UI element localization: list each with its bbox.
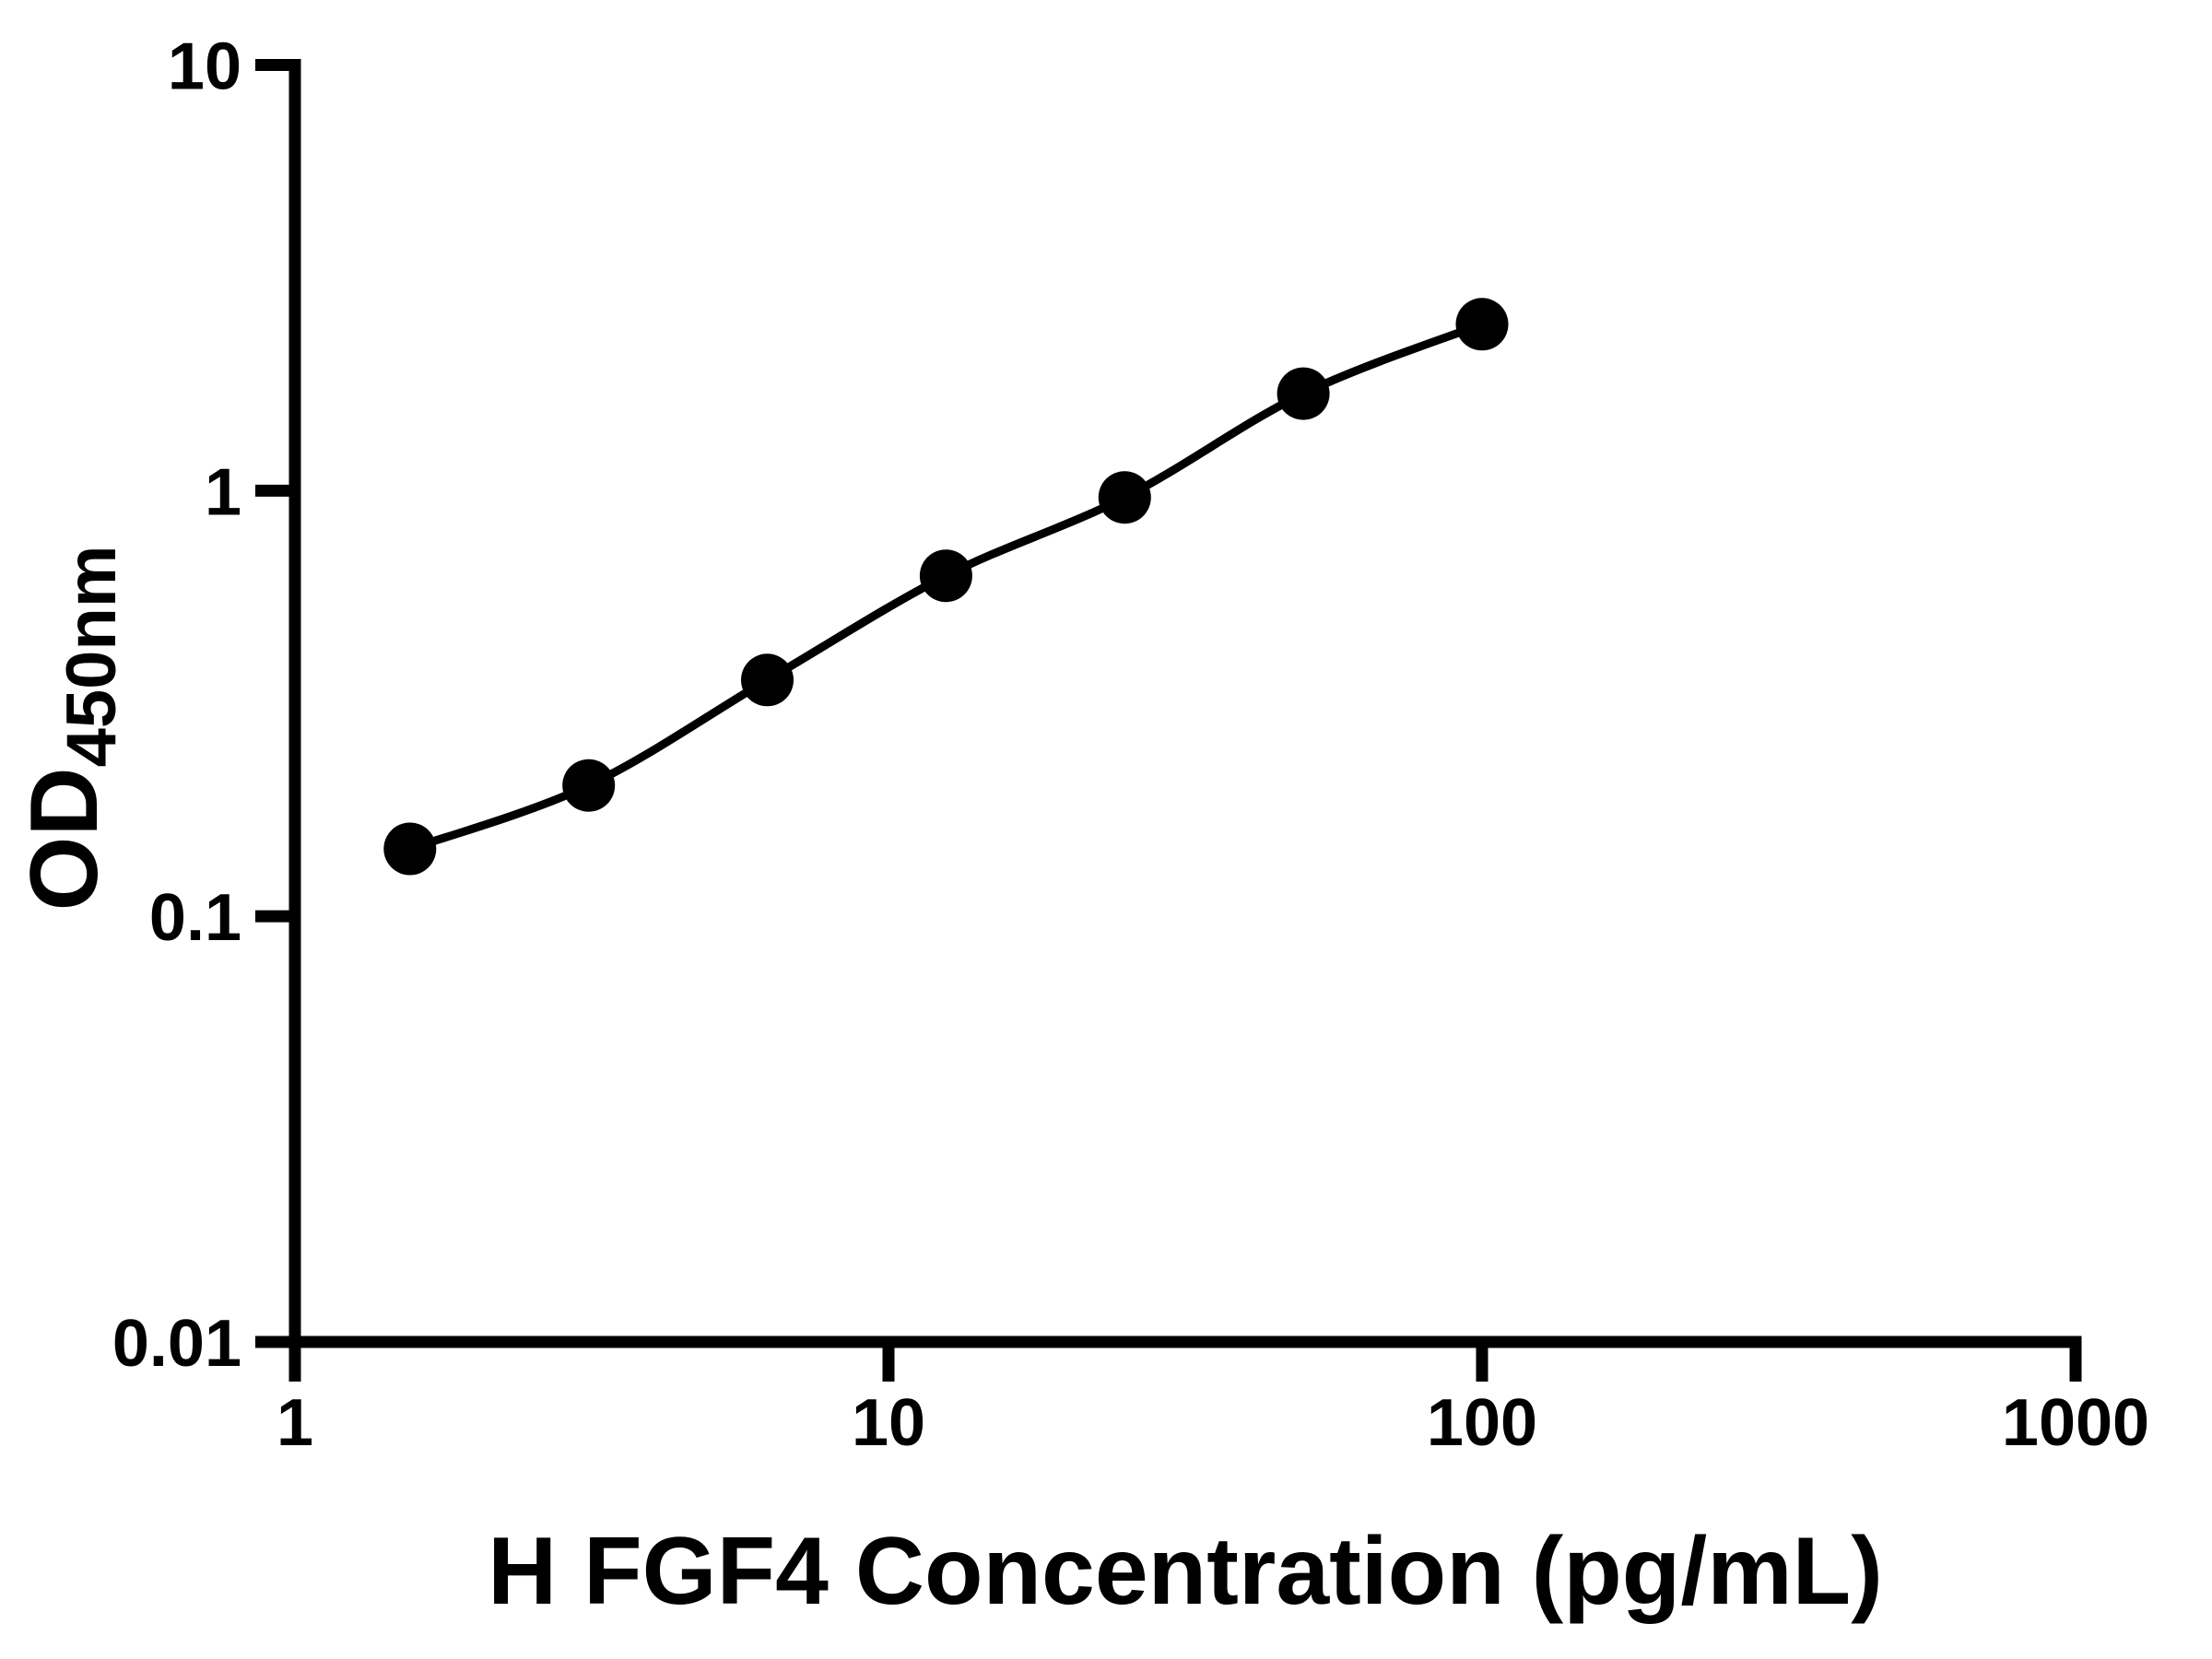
x-tick-label: 1	[276, 1386, 313, 1460]
axes-layer: 10 1 0.1 0.01 1 10 100 1000	[112, 30, 2149, 1461]
x-axis-title: H FGF4 Concentration (pg/mL)	[488, 1518, 1883, 1625]
data-point-marker	[1455, 298, 1509, 351]
data-point-marker	[383, 822, 437, 876]
data-point-marker	[1098, 471, 1151, 524]
y-tick-label: 0.1	[149, 881, 241, 955]
data-point-marker	[919, 549, 972, 603]
x-tick-label: 1000	[2002, 1386, 2149, 1460]
y-tick-label: 1	[205, 455, 241, 529]
data-series-layer	[383, 298, 1509, 876]
x-tick-label: 100	[1427, 1386, 1537, 1460]
y-tick-label: 0.01	[112, 1307, 241, 1381]
y-tick-label: 10	[168, 30, 241, 104]
data-point-marker	[1277, 367, 1330, 420]
x-tick-label: 10	[852, 1386, 925, 1460]
y-axis-title-main: OD	[11, 767, 118, 911]
data-point-marker	[562, 759, 616, 812]
y-axis-title-subscript: 450nm	[53, 546, 131, 768]
y-axis-title: OD450nm	[11, 546, 131, 912]
data-point-marker	[741, 653, 794, 707]
